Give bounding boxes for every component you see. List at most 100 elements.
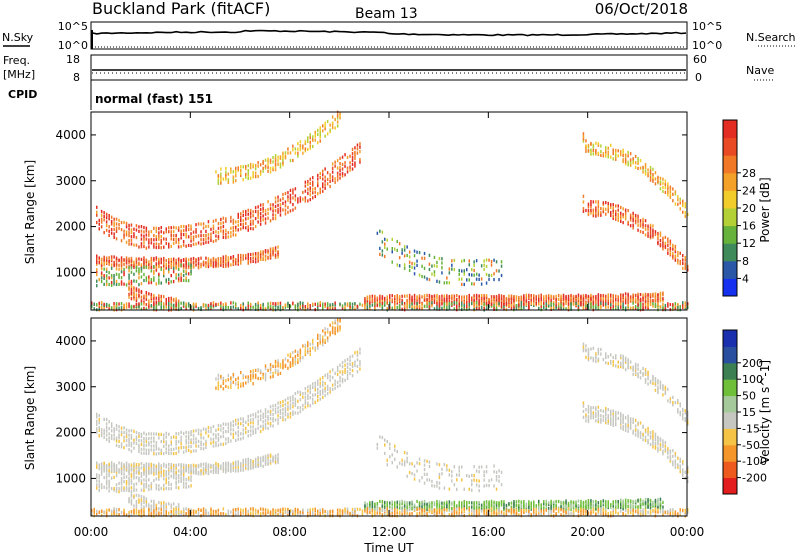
range-cell [279,155,282,159]
range-cell [98,277,100,282]
range-cell [349,359,351,363]
range-cell [163,258,165,262]
range-cell [105,260,108,264]
range-cell [103,302,105,306]
range-cell [150,304,153,308]
range-cell [128,227,130,231]
range-cell [624,301,627,305]
range-cell [200,265,202,269]
range-cell [125,432,128,436]
range-cell [647,234,649,238]
range-cell [158,436,160,440]
range-cell [289,399,292,403]
range-cell [140,432,143,436]
range-cell [108,479,110,483]
range-cell [262,424,264,428]
range-cell [344,161,346,165]
range-cell [279,362,282,366]
range-cell [138,468,140,472]
range-cell [123,430,125,435]
range-cell [523,302,525,307]
range-cell [607,150,609,154]
range-cell [451,302,453,306]
range-cell [175,266,177,270]
range-cell [259,212,262,216]
range-cell [436,260,438,264]
range-cell [664,235,667,239]
range-cell [257,205,259,209]
range-cell [187,227,190,232]
range-cell [456,299,458,303]
range-cell [284,363,287,367]
range-cell [488,297,490,302]
range-cell [677,305,679,309]
range-cell [108,465,110,469]
range-cell [177,257,180,261]
range-cell [662,298,664,303]
range-cell [334,386,336,390]
range-cell [371,297,374,302]
range-cell [341,304,344,308]
range-cell [369,504,371,508]
range-cell [401,462,403,466]
range-cell [475,293,478,297]
range-cell [259,429,262,434]
range-cell [438,257,441,261]
range-cell [597,142,600,146]
range-cell [615,298,617,302]
range-cell [230,255,232,260]
range-cell [431,297,433,301]
range-cell [453,258,456,262]
range-cell [339,176,341,180]
range-cell [187,441,190,445]
range-cell [483,267,485,271]
range-cell [168,262,170,266]
range-cell [170,233,172,237]
range-cell [163,265,165,269]
range-cell [190,232,192,236]
range-cell [379,435,381,439]
range-cell [441,467,443,471]
range-cell [312,401,314,405]
range-cell [133,235,135,239]
range-cell [210,437,212,441]
range-cell [582,294,585,298]
range-cell [115,468,118,473]
range-cell [225,437,227,441]
range-cell [364,297,366,301]
range-cell [647,172,649,176]
range-cell [153,432,155,436]
range-cell [557,302,560,306]
range-cell [515,306,518,310]
range-cell [242,468,244,472]
range-cell [192,230,195,234]
range-cell [304,196,307,200]
range-cell [461,277,463,281]
range-cell [165,262,167,266]
range-cell [227,466,230,470]
range-cell [336,124,339,128]
range-cell [570,305,572,309]
range-cell [570,508,572,512]
range-cell [585,301,587,305]
range-cell [379,302,381,307]
range-cell [120,270,123,274]
range-cell [185,430,187,434]
range-cell [562,505,565,509]
range-cell [587,149,590,153]
range-cell [105,486,108,490]
range-cell [552,503,555,507]
range-cell [595,211,597,215]
range-cell [448,297,451,302]
range-cell [319,130,321,135]
range-cell [150,262,153,266]
range-cell [267,410,269,414]
range-cell [277,453,279,457]
range-cell [408,268,411,272]
range-cell [592,304,595,308]
range-cell [133,464,135,468]
range-cell [220,181,222,185]
range-cell [128,223,130,227]
range-cell [580,301,582,305]
range-cell [428,464,431,469]
